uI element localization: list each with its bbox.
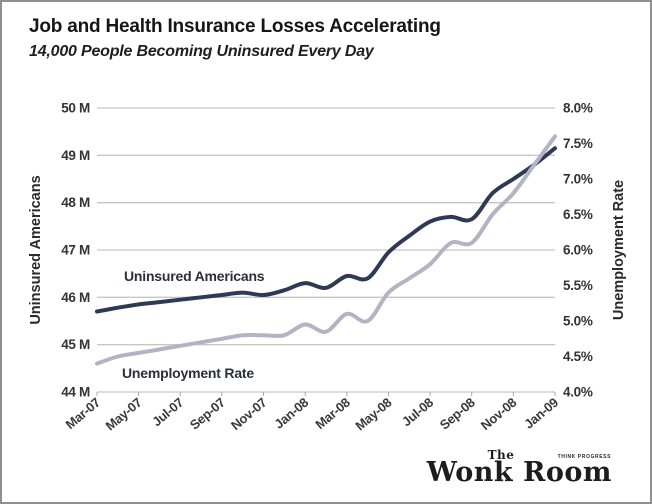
left-axis-tick-label: 46 M (61, 290, 90, 305)
right-axis-tick-label: 8.0% (563, 101, 593, 116)
series-line-left (95, 146, 557, 314)
right-axis-tick-label: 4.5% (563, 349, 593, 364)
series-inline-label: Uninsured Americans (124, 268, 265, 284)
series-line-right (95, 134, 557, 366)
logo-tagline: THINK PROGRESS (557, 454, 611, 460)
x-axis-tick-label: Nov-08 (478, 395, 520, 433)
x-axis-tick-label: Mar-08 (312, 395, 352, 432)
right-axis-tick-label: 4.0% (563, 385, 593, 400)
right-axis-tick-label: 5.0% (563, 314, 593, 329)
x-axis-tick-label: Jan-09 (521, 395, 561, 432)
x-axis-tick-label: Jan-08 (271, 395, 311, 432)
chart-title: Job and Health Insurance Losses Accelera… (29, 16, 441, 37)
x-axis-tick-label: Jul-08 (399, 395, 436, 430)
x-axis-tick-label: May-07 (103, 395, 145, 434)
right-axis-tick-label: 6.0% (563, 243, 593, 258)
logo-wordmark: Wonk Room (426, 457, 612, 488)
right-axis-tick-label: 7.0% (563, 172, 593, 187)
left-axis-tick-label: 45 M (61, 337, 90, 352)
x-axis-tick-labels: Mar-07 May-07 Jul-07 Sep-07 Nov-07 Jan-08 Mar-… (63, 392, 561, 433)
x-axis-tick-label: Mar-07 (63, 395, 103, 432)
chart-subtitle: 14,000 People Becoming Uninsured Every D… (29, 43, 374, 60)
right-axis-tick-labels: 8.0% 7.5% 7.0% 6.5% 6.0% 5.5% 5.0% 4.5% 4.0% (563, 101, 593, 400)
left-axis-tick-labels: 50 M 49 M 48 M 47 M 46 M 45 M 44 M (61, 101, 90, 400)
gridlines (97, 107, 555, 393)
right-axis-title: Unemployment Rate (611, 180, 627, 320)
right-axis-tick-label: 7.5% (563, 136, 593, 151)
series-inline-label: Unemployment Rate (122, 365, 254, 381)
right-axis-tick-label: 5.5% (563, 278, 593, 293)
x-axis-tick-label: Nov-07 (228, 395, 270, 433)
logo-the-text: The (487, 448, 515, 462)
x-axis-tick-label: Jul-07 (149, 395, 186, 430)
x-axis-tick-label: May-08 (352, 395, 394, 434)
left-axis-title: Uninsured Americans (28, 175, 44, 324)
left-axis-tick-label: 44 M (61, 385, 90, 400)
x-axis-tick-label: Sep-08 (437, 395, 478, 433)
left-axis-tick-label: 49 M (61, 148, 90, 163)
left-axis-tick-label: 50 M (61, 101, 90, 116)
wonk-room-logo: The THINK PROGRESS Wonk Room (426, 448, 612, 488)
right-axis-tick-label: 6.5% (563, 207, 593, 222)
x-axis-tick-label: Sep-07 (187, 395, 228, 433)
left-axis-tick-label: 47 M (61, 243, 90, 258)
left-axis-tick-label: 48 M (61, 195, 90, 210)
